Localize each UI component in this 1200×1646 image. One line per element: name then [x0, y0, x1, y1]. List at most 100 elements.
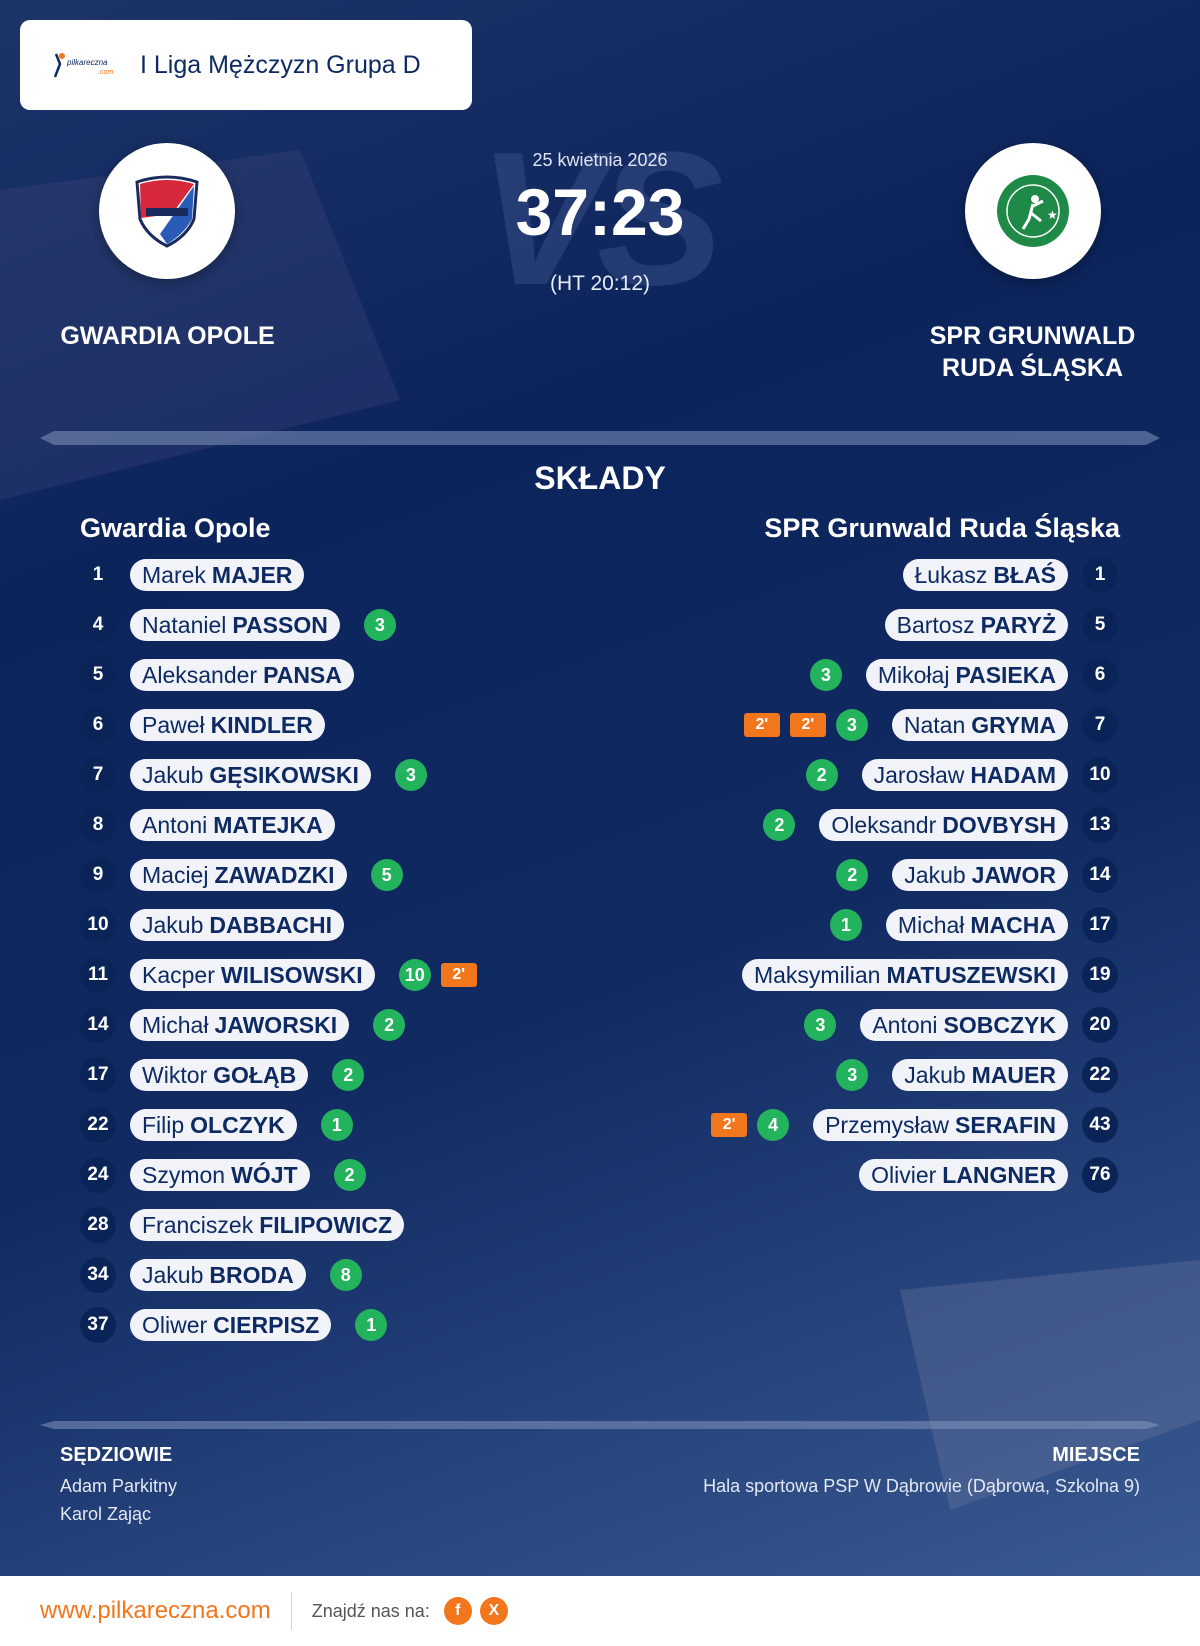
player-row: 20 Antoni SOBCZYK 3	[804, 1007, 1118, 1043]
player-row: 22 Filip OLCZYK 1	[80, 1107, 353, 1143]
penalty-2min-badge: 2'	[440, 963, 477, 987]
player-last-name: MAUER	[971, 1061, 1056, 1088]
goals-badge: 8	[329, 1259, 362, 1291]
player-last-name: GĘSIKOWSKI	[209, 761, 359, 788]
player-first-name: Antoni	[142, 811, 208, 838]
player-name[interactable]: Kacper WILISOWSKI	[130, 959, 375, 991]
player-first-name: Przemysław	[825, 1111, 950, 1138]
player-name[interactable]: Antoni MATEJKA	[130, 809, 335, 841]
player-name[interactable]: Marek MAJER	[130, 559, 305, 591]
player-row: 5 Bartosz PARYŻ	[884, 607, 1118, 643]
player-name[interactable]: Aleksander PANSA	[130, 659, 354, 691]
player-first-name: Maciej	[142, 861, 209, 888]
grunwald-crest-icon: ★	[997, 175, 1069, 247]
player-last-name: MAJER	[211, 561, 293, 588]
player-row: 6 Paweł KINDLER	[80, 707, 325, 743]
player-name[interactable]: Michał MACHA	[885, 909, 1068, 941]
player-last-name: PANSA	[263, 661, 342, 688]
player-name[interactable]: Maksymilian MATUSZEWSKI	[741, 959, 1068, 991]
penalty-2min-badge: 2'	[789, 713, 826, 737]
match-report: VS pilkareczna .com I Liga Mężczyzn Grup…	[0, 0, 1200, 1576]
player-last-name: LANGNER	[942, 1161, 1056, 1188]
player-name[interactable]: Antoni SOBCZYK	[860, 1009, 1068, 1041]
player-last-name: WÓJT	[231, 1161, 298, 1188]
player-name[interactable]: Szymon WÓJT	[130, 1159, 310, 1191]
home-lineup-title: Gwardia Opole	[80, 513, 271, 543]
player-name[interactable]: Jakub DABBACHI	[130, 909, 345, 941]
x-icon[interactable]: X	[479, 1597, 508, 1625]
website-link[interactable]: www.pilkareczna.com	[40, 1592, 292, 1630]
shirt-number: 14	[80, 1007, 116, 1043]
shirt-number: 1	[1082, 557, 1118, 593]
player-name[interactable]: Maciej ZAWADZKI	[130, 859, 347, 891]
player-last-name: BRODA	[209, 1261, 294, 1288]
player-last-name: BŁAŚ	[993, 561, 1056, 588]
shirt-number: 1	[80, 557, 116, 593]
player-name[interactable]: Paweł KINDLER	[130, 709, 325, 741]
player-last-name: PASIEKA	[955, 661, 1056, 688]
player-name[interactable]: Jakub BRODA	[130, 1259, 306, 1291]
goals-badge: 2	[836, 859, 869, 891]
player-name[interactable]: Michał JAWORSKI	[130, 1009, 350, 1041]
shirt-number: 6	[80, 707, 116, 743]
player-first-name: Wiktor	[142, 1061, 208, 1088]
home-team-logo	[99, 143, 235, 279]
player-name[interactable]: Olivier LANGNER	[859, 1159, 1068, 1191]
shirt-number: 43	[1082, 1107, 1118, 1143]
player-name[interactable]: Jakub JAWOR	[892, 859, 1068, 891]
player-name[interactable]: Franciszek FILIPOWICZ	[130, 1209, 405, 1241]
league-header: pilkareczna .com I Liga Mężczyzn Grupa D	[20, 20, 472, 110]
player-last-name: HADAM	[970, 761, 1056, 788]
player-name[interactable]: Jakub MAUER	[892, 1059, 1068, 1091]
player-last-name: GRYMA	[971, 711, 1056, 738]
player-name[interactable]: Mikołaj PASIEKA	[865, 659, 1068, 691]
shirt-number: 7	[80, 757, 116, 793]
player-name[interactable]: Natan GRYMA	[891, 709, 1068, 741]
facebook-icon[interactable]: f	[443, 1597, 472, 1625]
venue-text: Hala sportowa PSP W Dąbrowie (Dąbrowa, S…	[703, 1476, 1140, 1496]
shirt-number: 9	[80, 857, 116, 893]
gwardia-crest-icon	[135, 175, 199, 248]
player-name[interactable]: Oleksandr DOVBYSH	[819, 809, 1068, 841]
penalty-2min-badge: 2'	[711, 1113, 748, 1137]
player-name[interactable]: Filip OLCZYK	[130, 1109, 297, 1141]
player-first-name: Jakub	[142, 761, 204, 788]
find-us-label: Znajdź nas na:	[311, 1600, 430, 1621]
player-first-name: Oliwer	[142, 1311, 208, 1338]
goals-badge: 4	[757, 1109, 790, 1141]
player-name[interactable]: Przemysław SERAFIN	[813, 1109, 1068, 1141]
player-first-name: Jarosław	[873, 761, 965, 788]
player-first-name: Michał	[142, 1011, 209, 1038]
away-team-name: SPR GRUNWALD RUDA ŚLĄSKA	[885, 320, 1180, 384]
goals-badge: 1	[829, 909, 862, 941]
player-row: 8 Antoni MATEJKA	[80, 807, 335, 843]
player-name[interactable]: Nataniel PASSON	[130, 609, 340, 641]
lineups-title: SKŁADY	[534, 460, 666, 496]
player-row: 34 Jakub BRODA 8	[80, 1257, 362, 1293]
player-name[interactable]: Bartosz PARYŻ	[884, 609, 1068, 641]
player-row: 1 Marek MAJER	[80, 557, 305, 593]
player-name[interactable]: Jarosław HADAM	[861, 759, 1068, 791]
player-last-name: CIERPISZ	[213, 1311, 320, 1338]
goals-badge: 2	[333, 1159, 366, 1191]
player-last-name: SERAFIN	[955, 1111, 1056, 1138]
goals-badge: 3	[804, 1009, 837, 1041]
player-last-name: JAWOR	[971, 861, 1056, 888]
player-row: 7 Jakub GĘSIKOWSKI 3	[80, 757, 427, 793]
player-name[interactable]: Oliwer CIERPISZ	[130, 1309, 332, 1341]
player-last-name: DABBACHI	[209, 911, 333, 938]
player-name[interactable]: Jakub GĘSIKOWSKI	[130, 759, 371, 791]
shirt-number: 7	[1082, 707, 1118, 743]
player-first-name: Natan	[903, 711, 966, 738]
player-last-name: MATUSZEWSKI	[886, 961, 1056, 988]
player-row: 24 Szymon WÓJT 2	[80, 1157, 366, 1193]
player-name[interactable]: Łukasz BŁAŚ	[902, 559, 1068, 591]
player-row: 19 Maksymilian MATUSZEWSKI	[741, 957, 1118, 993]
player-name[interactable]: Wiktor GOŁĄB	[130, 1059, 309, 1091]
player-row: 11 Kacper WILISOWSKI 10 2'	[80, 957, 477, 993]
player-row: 43 Przemysław SERAFIN 4 2'	[711, 1107, 1118, 1143]
goals-badge: 3	[835, 709, 868, 741]
shirt-number: 8	[80, 807, 116, 843]
player-first-name: Paweł	[142, 711, 205, 738]
player-row: 28 Franciszek FILIPOWICZ	[80, 1207, 405, 1243]
